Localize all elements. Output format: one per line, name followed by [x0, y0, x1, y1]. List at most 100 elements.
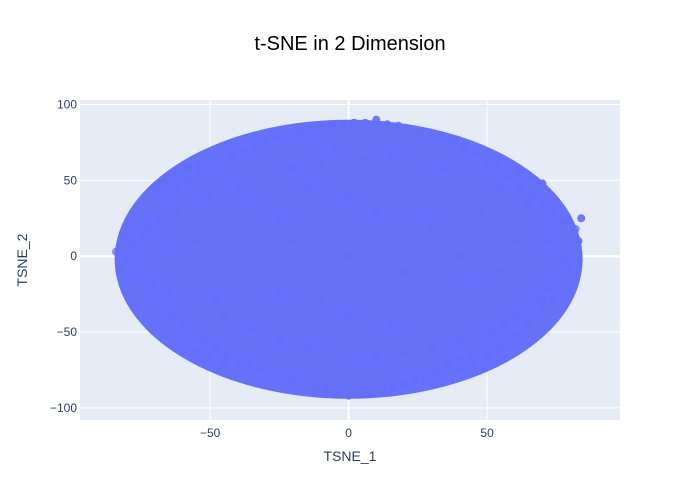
- scatter-point: [386, 320, 395, 329]
- scatter-point: [510, 237, 519, 246]
- scatter-point: [206, 352, 215, 361]
- scatter-point: [161, 194, 170, 203]
- scatter-point: [148, 279, 156, 288]
- scatter-point: [316, 123, 325, 132]
- scatter-point: [483, 325, 492, 333]
- scatter-point: [275, 335, 284, 344]
- scatter-point: [427, 343, 436, 352]
- scatter-point: [247, 325, 256, 333]
- scatter-point: [516, 182, 525, 191]
- scatter-point: [178, 340, 187, 349]
- scatter-point: [134, 270, 143, 279]
- scatter-point: [316, 158, 325, 167]
- scatter-point: [275, 214, 284, 223]
- scatter-point: [483, 352, 492, 361]
- scatter-point: [278, 373, 287, 382]
- scatter-point: [449, 136, 458, 145]
- scatter-point: [433, 367, 442, 376]
- scatter-point: [289, 376, 298, 385]
- scatter-point: [494, 164, 503, 173]
- scatter-point: [256, 365, 264, 374]
- scatter-point: [217, 158, 226, 167]
- scatter-point: [189, 197, 198, 206]
- scatter-point: [164, 290, 173, 299]
- scatter-point: [549, 221, 558, 230]
- scatter-point: [350, 118, 359, 127]
- scatter-point: [233, 183, 242, 192]
- scatter-point: [466, 349, 475, 358]
- scatter-point: [521, 305, 530, 314]
- scatter-point: [233, 364, 242, 373]
- chart-title: t-SNE in 2 Dimension: [254, 33, 445, 55]
- scatter-point: [250, 143, 259, 152]
- scatter-point: [244, 361, 253, 370]
- scatter-point: [366, 388, 375, 397]
- scatter-point: [555, 244, 564, 253]
- scatter-point: [394, 121, 403, 130]
- scatter-point: [161, 176, 170, 185]
- scatter-point: [566, 264, 575, 273]
- scatter-point: [344, 252, 353, 261]
- scatter-point: [156, 218, 165, 227]
- scatter-point: [222, 350, 231, 359]
- scatter-point: [472, 149, 480, 158]
- scatter-point: [383, 120, 392, 129]
- scatter-point: [220, 358, 228, 367]
- scatter-point: [549, 294, 558, 303]
- scatter-point: [289, 237, 298, 246]
- scatter-point: [469, 173, 478, 182]
- scatter-point: [195, 168, 204, 177]
- scatter-point: [239, 146, 248, 155]
- scatter-point: [411, 376, 420, 385]
- scatter-point: [427, 130, 436, 139]
- scatter-point: [123, 255, 132, 264]
- scatter-point: [510, 312, 519, 321]
- scatter-point: [189, 331, 198, 340]
- scatter-point: [181, 300, 190, 309]
- scatter-point: [172, 170, 181, 179]
- scatter-point: [139, 229, 148, 238]
- scatter-point: [184, 164, 192, 173]
- scatter-point: [372, 206, 381, 215]
- scatter-point: [200, 337, 209, 346]
- scatter-point: [574, 237, 583, 246]
- scatter-point: [123, 237, 132, 246]
- scatter-point: [527, 191, 536, 200]
- scatter-point: [358, 361, 367, 370]
- scatter-point: [527, 173, 536, 182]
- scatter-point: [460, 143, 469, 152]
- scatter-point: [560, 218, 569, 227]
- scatter-point: [455, 335, 464, 344]
- scatter-point: [220, 229, 228, 238]
- scatter-point: [211, 297, 220, 306]
- scatter-point: [267, 370, 276, 379]
- scatter-point: [400, 379, 408, 388]
- scatter-point: [455, 252, 464, 261]
- scatter-point: [494, 155, 503, 164]
- scatter-point: [261, 136, 270, 145]
- scatter-point: [405, 124, 414, 133]
- scatter-point: [422, 373, 431, 382]
- x-axis-label: TSNE_1: [324, 448, 377, 464]
- scatter-point: [427, 221, 436, 230]
- scatter-point: [344, 312, 353, 321]
- y-tick-label: 100: [57, 98, 77, 112]
- scatter-point: [316, 297, 325, 306]
- x-tick-label: 50: [480, 426, 494, 440]
- scatter-point: [192, 237, 201, 246]
- scatter-point: [400, 349, 408, 358]
- scatter-point: [416, 127, 425, 136]
- scatter-point: [178, 267, 187, 276]
- scatter-point: [413, 214, 422, 223]
- scatter-point: [386, 152, 395, 161]
- scatter-point: [206, 191, 215, 200]
- scatter-point: [413, 158, 422, 167]
- scatter-point: [377, 385, 386, 394]
- scatter-point: [164, 244, 173, 253]
- scatter-point: [555, 274, 564, 283]
- scatter-point: [544, 285, 552, 294]
- scatter-point: [142, 285, 151, 294]
- scatter-point: [289, 164, 298, 173]
